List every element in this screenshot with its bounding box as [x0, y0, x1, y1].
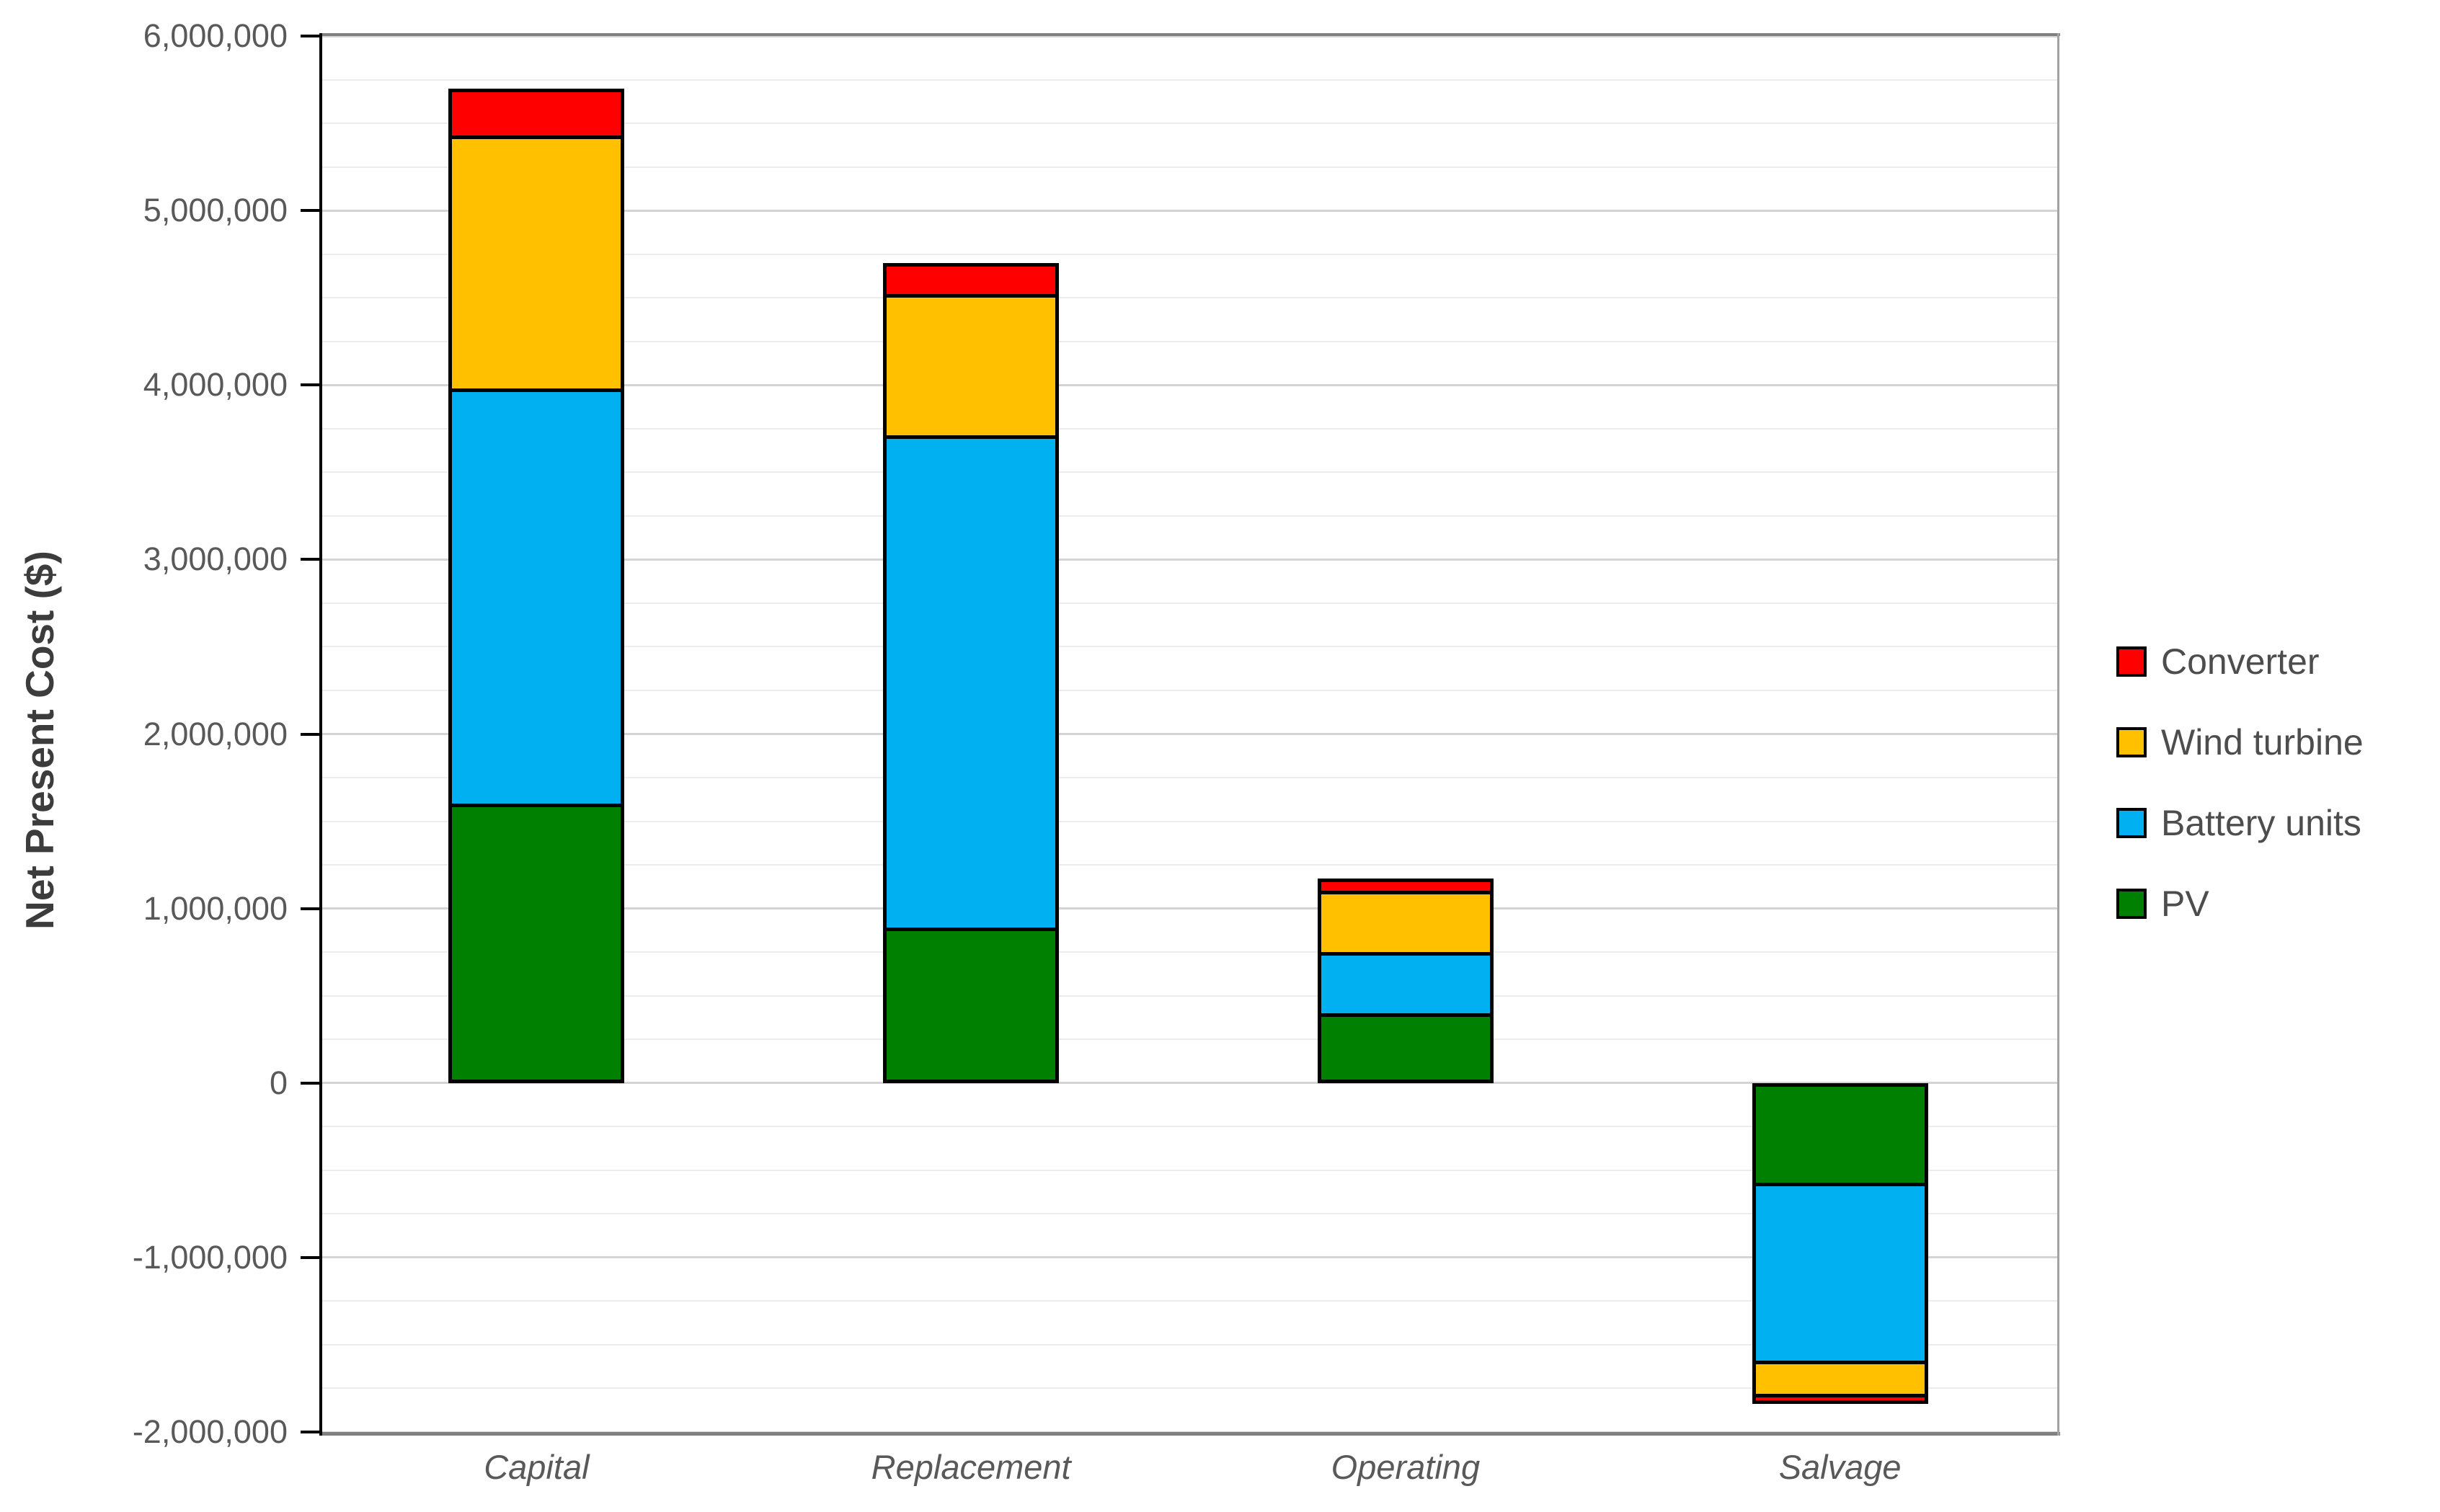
legend-item: PV [2116, 863, 2364, 944]
category-label: Salvage [1778, 1448, 1902, 1486]
y-axis-tick [301, 1081, 319, 1085]
legend-swatch-converter [2116, 646, 2147, 677]
y-axis-tick [301, 907, 319, 910]
gridline-major [319, 1256, 2057, 1259]
bar-segment [1317, 879, 1494, 895]
gridline-major [319, 907, 2057, 910]
gridline-minor [319, 602, 2057, 604]
legend-label: Converter [2161, 641, 2320, 682]
legend-label: PV [2161, 884, 2209, 924]
y-axis-tick [301, 383, 319, 387]
gridline-minor [319, 1039, 2057, 1041]
bar-segment [1752, 1393, 1928, 1405]
gridline-minor [319, 471, 2057, 473]
plot-border-top [319, 33, 2060, 36]
bar-segment [1752, 1082, 1928, 1186]
y-axis-tick [301, 732, 319, 736]
bar-segment [1752, 1182, 1928, 1364]
y-axis-tick [301, 35, 319, 37]
gridline-minor [319, 777, 2057, 779]
bar-segment [1752, 1360, 1928, 1397]
bar-segment [883, 262, 1060, 298]
gridline-minor [319, 1126, 2057, 1128]
gridline-minor [319, 340, 2057, 342]
category-label: Replacement [871, 1448, 1071, 1486]
gridline-major [319, 383, 2057, 386]
y-tick-label: 4,000,000 [143, 366, 288, 404]
gridline-minor [319, 123, 2057, 125]
y-tick-label: 0 [269, 1064, 288, 1101]
y-axis-tick [301, 1431, 319, 1433]
y-tick-label: -1,000,000 [132, 1238, 288, 1276]
gridline-minor [319, 864, 2057, 866]
y-tick-label: 1,000,000 [143, 889, 288, 927]
category-label: Operating [1331, 1448, 1481, 1486]
gridline-minor [319, 820, 2057, 822]
gridline-minor [319, 515, 2057, 517]
legend-swatch-pv [2116, 889, 2147, 919]
y-axis-line [319, 33, 322, 1436]
gridline-minor [319, 1300, 2057, 1302]
gridline-minor [319, 1343, 2057, 1346]
gridline-minor [319, 79, 2057, 81]
gridline-minor [319, 689, 2057, 691]
y-tick-label: -2,000,000 [132, 1413, 288, 1450]
bar-segment [883, 435, 1060, 932]
category-label: Capital [484, 1448, 590, 1486]
gridline-major [319, 733, 2057, 735]
y-axis-tick [301, 1255, 319, 1259]
bar-segment [448, 135, 625, 393]
bar-segment [448, 388, 625, 808]
gridline-minor [319, 1387, 2057, 1389]
gridline-major [319, 558, 2057, 561]
bar-segment [448, 804, 625, 1083]
bar-segment [1317, 952, 1494, 1017]
bar-segment [883, 928, 1060, 1083]
y-tick-label: 6,000,000 [143, 17, 288, 54]
plot-border-right [2057, 33, 2059, 1436]
legend-label: Battery units [2161, 803, 2361, 843]
plot-border-bottom [319, 1432, 2060, 1436]
y-tick-label: 3,000,000 [143, 541, 288, 578]
legend-swatch-wind-turbine [2116, 727, 2147, 757]
bar-segment [448, 88, 625, 139]
legend: Converter Wind turbine Battery units PV [2116, 621, 2364, 944]
gridline-minor [319, 297, 2057, 299]
bar-segment [1317, 891, 1494, 956]
gridline-minor [319, 1169, 2057, 1171]
bar-segment [883, 294, 1060, 440]
gridline-minor [319, 995, 2057, 997]
gridline-major [319, 209, 2057, 212]
y-axis-tick [301, 209, 319, 213]
gridline-minor [319, 646, 2057, 648]
gridline-minor [319, 427, 2057, 430]
legend-swatch-battery-units [2116, 808, 2147, 838]
gridline-minor [319, 166, 2057, 168]
y-tick-label: 5,000,000 [143, 192, 288, 229]
gridline-minor [319, 253, 2057, 255]
gridline-minor [319, 1213, 2057, 1215]
gridline-minor [319, 951, 2057, 953]
legend-label: Wind turbine [2161, 722, 2364, 762]
gridline-major [319, 1082, 2057, 1085]
legend-item: Converter [2116, 621, 2364, 702]
gridline-major [319, 35, 2057, 37]
legend-item: Battery units [2116, 783, 2364, 863]
y-tick-label: 2,000,000 [143, 715, 288, 752]
legend-item: Wind turbine [2116, 702, 2364, 783]
y-axis-tick [301, 558, 319, 561]
bar-segment [1317, 1013, 1494, 1083]
